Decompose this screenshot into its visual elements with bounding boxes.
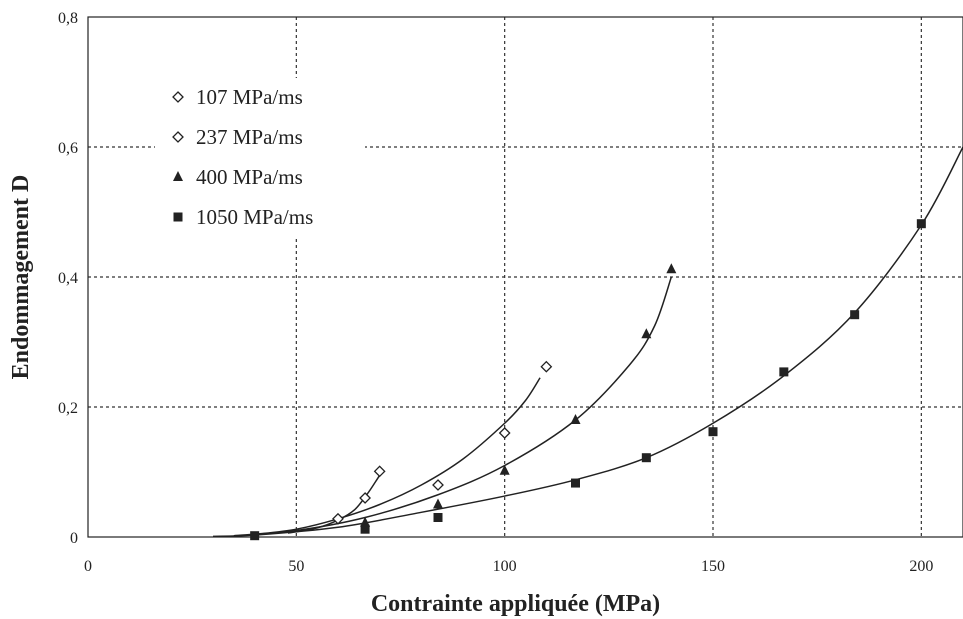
x-tick-label: 100 <box>493 558 517 575</box>
data-point <box>499 464 510 475</box>
data-point <box>641 328 652 339</box>
legend-marker <box>173 171 183 181</box>
x-tick-label: 0 <box>84 558 92 575</box>
data-point <box>332 512 344 525</box>
y-tick-label: 0,4 <box>58 270 78 287</box>
y-tick-label: 0,8 <box>58 10 78 27</box>
legend-box <box>155 78 365 238</box>
data-point <box>360 516 371 527</box>
data-point <box>250 531 260 541</box>
x-axis-title: Contrainte appliquée (MPa) <box>371 591 660 617</box>
data-point <box>641 453 651 463</box>
data-point <box>571 478 580 488</box>
y-tick-label: 0,6 <box>58 140 78 157</box>
data-point <box>540 360 553 373</box>
data-markers <box>250 219 926 541</box>
y-axis-title: Endommagement D <box>8 175 34 380</box>
data-point <box>708 427 718 437</box>
legend-label: 400 MPa/ms <box>196 165 303 189</box>
data-point <box>433 513 443 522</box>
legend-label: 107 MPa/ms <box>196 85 303 109</box>
y-tick-label: 0,2 <box>58 400 78 417</box>
legend-label: 237 MPa/ms <box>196 125 303 149</box>
plot-area <box>87 16 963 538</box>
fit-curve <box>254 377 541 536</box>
x-tick-label: 50 <box>288 558 304 575</box>
data-point <box>433 498 443 509</box>
data-point <box>850 310 860 320</box>
data-point <box>432 479 444 491</box>
legend-marker <box>172 131 184 143</box>
tick-labels: 0 50 100 150 200 0 0,2 0,4 0,6 0,8 <box>58 10 933 575</box>
legend-marker <box>172 91 184 103</box>
fit-curve <box>212 146 963 538</box>
data-point <box>916 219 926 229</box>
data-point <box>779 367 789 377</box>
data-point <box>498 427 511 439</box>
fit-curve <box>233 276 673 537</box>
x-tick-label: 200 <box>909 558 933 575</box>
legend-marker <box>173 212 183 222</box>
data-point <box>666 263 677 274</box>
data-point <box>360 524 370 534</box>
data-point <box>570 414 581 424</box>
data-point <box>373 465 386 478</box>
x-tick-label: 150 <box>701 558 725 575</box>
legend-label: 1050 MPa/ms <box>196 205 313 229</box>
y-tick-label: 0 <box>70 530 78 547</box>
legend: 107 MPa/ms 237 MPa/ms 400 MPa/ms 1050 MPa/m… <box>172 85 313 229</box>
data-point <box>359 492 372 504</box>
